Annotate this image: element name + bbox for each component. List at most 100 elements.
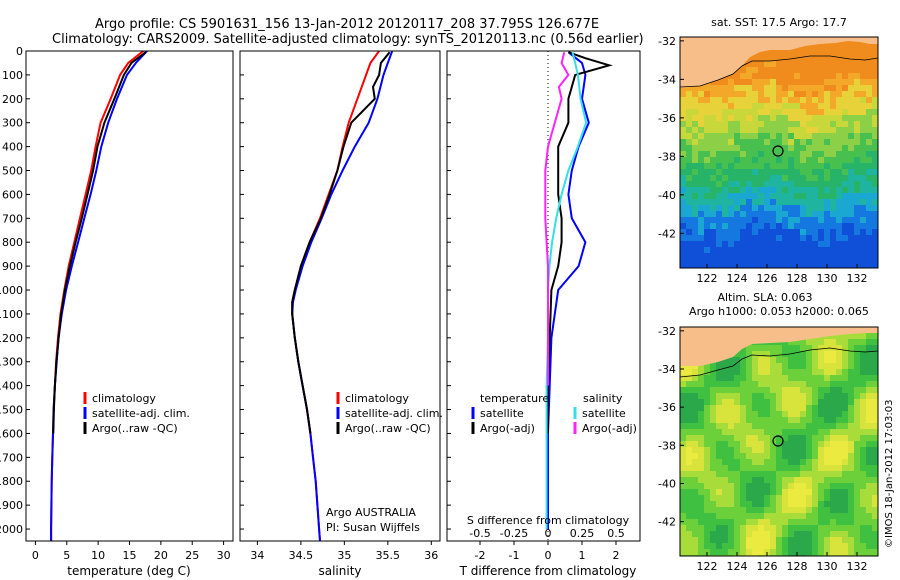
sst-cell xyxy=(728,211,734,217)
sst-cell xyxy=(746,151,752,157)
sst-cell xyxy=(806,67,812,73)
sla-cell xyxy=(710,513,716,519)
sst-cell xyxy=(680,169,686,175)
sla-cell xyxy=(788,525,794,531)
sst-cell xyxy=(734,91,740,97)
sla-cell xyxy=(704,543,710,549)
sla-cell xyxy=(824,399,830,405)
sla-cell xyxy=(710,399,716,405)
sla-cell xyxy=(860,345,866,351)
sst-cell xyxy=(836,115,842,121)
sla-cell xyxy=(854,405,860,411)
sst-cell xyxy=(776,91,782,97)
sst-cell xyxy=(686,133,692,139)
sla-cell xyxy=(836,453,842,459)
sla-cell xyxy=(698,525,704,531)
sla-cell xyxy=(716,375,722,381)
sla-cell xyxy=(746,465,752,471)
sla-cell xyxy=(788,429,794,435)
sst-cell xyxy=(758,163,764,169)
sla-cell xyxy=(872,501,878,507)
sla-cell xyxy=(686,519,692,525)
map-x-tick-label: 132 xyxy=(847,560,868,573)
sla-cell xyxy=(758,411,764,417)
sst-cell xyxy=(854,61,860,67)
sst-cell xyxy=(728,181,734,187)
sst-cell xyxy=(746,229,752,235)
sst-cell xyxy=(800,199,806,205)
sst-cell xyxy=(860,55,866,61)
sst-cell xyxy=(728,223,734,229)
sst-cell xyxy=(812,103,818,109)
sst-cell xyxy=(740,103,746,109)
sst-cell xyxy=(734,247,740,253)
sst-cell xyxy=(818,241,824,247)
sst-cell xyxy=(704,169,710,175)
sst-cell xyxy=(800,139,806,145)
sst-cell xyxy=(692,127,698,133)
sla-cell xyxy=(788,435,794,441)
sst-cell xyxy=(794,49,800,55)
sla-cell xyxy=(818,381,824,387)
sst-cell xyxy=(776,97,782,103)
sla-cell xyxy=(740,507,746,513)
sst-cell xyxy=(812,157,818,163)
sst-cell xyxy=(722,247,728,253)
map-y-tick-label: -32 xyxy=(658,325,676,338)
sst-cell xyxy=(854,205,860,211)
sst-cell xyxy=(800,253,806,259)
series-line-climatology xyxy=(291,51,380,541)
sla-cell xyxy=(824,513,830,519)
x-tick-label: 35.5 xyxy=(376,549,401,562)
sla-cell xyxy=(848,339,854,345)
sla-cell xyxy=(710,495,716,501)
sla-cell xyxy=(782,549,788,555)
sla-cell xyxy=(722,447,728,453)
sst-cell xyxy=(812,259,818,265)
sst-cell xyxy=(812,121,818,127)
sst-cell xyxy=(710,103,716,109)
sla-cell xyxy=(770,483,776,489)
sla-cell xyxy=(818,459,824,465)
sst-cell xyxy=(848,241,854,247)
sla-cell xyxy=(698,405,704,411)
sla-cell xyxy=(872,381,878,387)
sst-cell xyxy=(842,229,848,235)
sst-cell xyxy=(740,79,746,85)
sla-cell xyxy=(806,345,812,351)
sst-cell xyxy=(746,187,752,193)
sst-cell xyxy=(770,133,776,139)
sla-cell xyxy=(782,357,788,363)
depth-tick-label: 1500 xyxy=(0,404,23,417)
sla-cell xyxy=(854,459,860,465)
sla-cell xyxy=(728,513,734,519)
sst-cell xyxy=(686,223,692,229)
sla-cell xyxy=(686,423,692,429)
sst-cell xyxy=(830,157,836,163)
sla-cell xyxy=(848,447,854,453)
sst-cell xyxy=(836,253,842,259)
sla-cell xyxy=(842,351,848,357)
sst-cell xyxy=(680,199,686,205)
sla-cell xyxy=(770,447,776,453)
sst-cell xyxy=(872,169,878,175)
sst-cell xyxy=(842,109,848,115)
sla-cell xyxy=(866,405,872,411)
sst-cell xyxy=(806,211,812,217)
sla-cell xyxy=(746,345,752,351)
sst-cell xyxy=(752,181,758,187)
sla-cell xyxy=(842,429,848,435)
legend-label-satellite: satellite-adj. clim. xyxy=(345,407,443,420)
sla-cell xyxy=(818,357,824,363)
sla-cell xyxy=(770,543,776,549)
sst-cell xyxy=(800,235,806,241)
sst-cell xyxy=(698,157,704,163)
sla-cell xyxy=(842,489,848,495)
sst-cell xyxy=(836,67,842,73)
sst-cell xyxy=(848,55,854,61)
sla-cell xyxy=(854,339,860,345)
sla-cell xyxy=(806,465,812,471)
sst-cell xyxy=(806,115,812,121)
sst-cell xyxy=(710,85,716,91)
sla-cell xyxy=(872,465,878,471)
